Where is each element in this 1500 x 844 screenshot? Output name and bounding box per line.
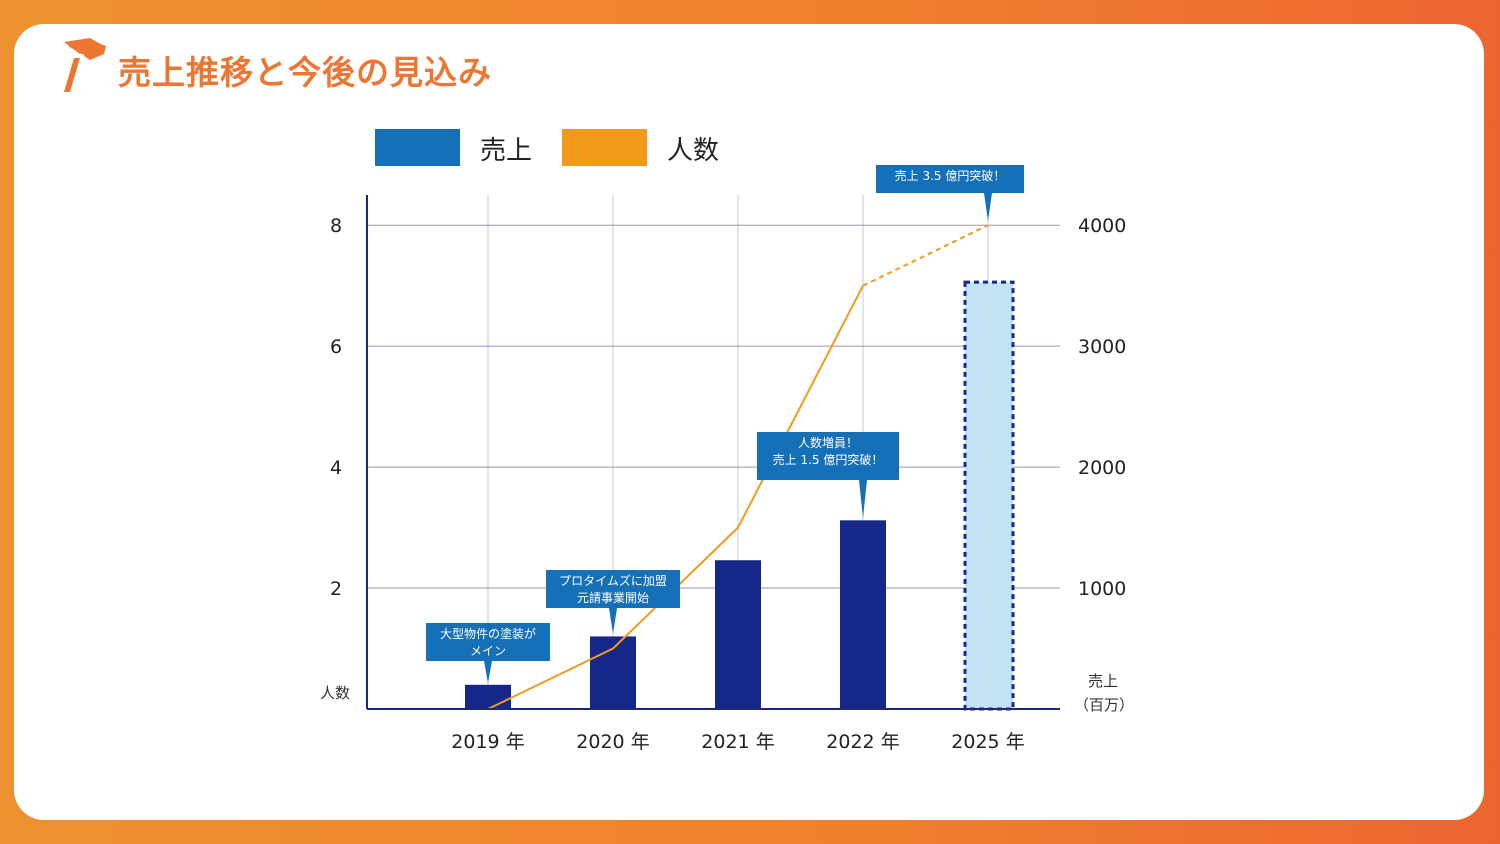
bar <box>715 560 761 709</box>
annotation-callout: プロタイムズに加盟 元請事業開始 <box>546 570 680 609</box>
axes <box>366 195 1060 710</box>
annotation-callout: 人数増員！ 売上 1.5 億円突破！ <box>757 432 899 481</box>
bars <box>465 280 1015 711</box>
bar-projected <box>963 280 1015 711</box>
paint-roller-icon <box>64 38 106 92</box>
left-tick-label: 2 <box>330 578 342 600</box>
legend-swatch-headcount <box>562 129 647 166</box>
left-axis-label: 人数 <box>320 684 350 702</box>
x-tick-label: 2025 年 <box>951 731 1024 753</box>
bar <box>465 684 511 709</box>
legend-label-sales: 売上 <box>480 136 533 166</box>
legend-label-headcount: 人数 <box>667 136 720 166</box>
annotation-pointer <box>484 660 492 683</box>
right-tick-label: 3000 <box>1078 336 1126 358</box>
annotation-pointer <box>609 608 617 635</box>
legend-swatch-sales <box>375 129 460 166</box>
annotation-callout: 大型物件の塗装が メイン <box>426 622 550 661</box>
annotation-pointer <box>984 193 992 222</box>
right-axis-label-line2: （百万） <box>1074 696 1134 714</box>
x-tick-label: 2019 年 <box>451 731 524 753</box>
left-tick-label: 8 <box>330 215 342 237</box>
left-tick-label: 4 <box>330 457 342 479</box>
right-tick-label: 2000 <box>1078 457 1126 479</box>
bar <box>840 520 886 709</box>
x-tick-label: 2022 年 <box>826 731 899 753</box>
annotation-pointer <box>859 480 867 519</box>
page-title: 売上推移と今後の見込み <box>118 53 492 92</box>
headcount-line-projected <box>862 224 989 287</box>
left-tick-label: 6 <box>330 336 342 358</box>
x-tick-label: 2021 年 <box>701 731 774 753</box>
x-tick-label: 2020 年 <box>576 731 649 753</box>
right-axis-label-line1: 売上 <box>1088 672 1118 690</box>
annotation-callout: 売上 3.5 億円突破！ <box>876 165 1024 194</box>
right-tick-label: 4000 <box>1078 215 1126 237</box>
right-tick-label: 1000 <box>1078 578 1126 600</box>
